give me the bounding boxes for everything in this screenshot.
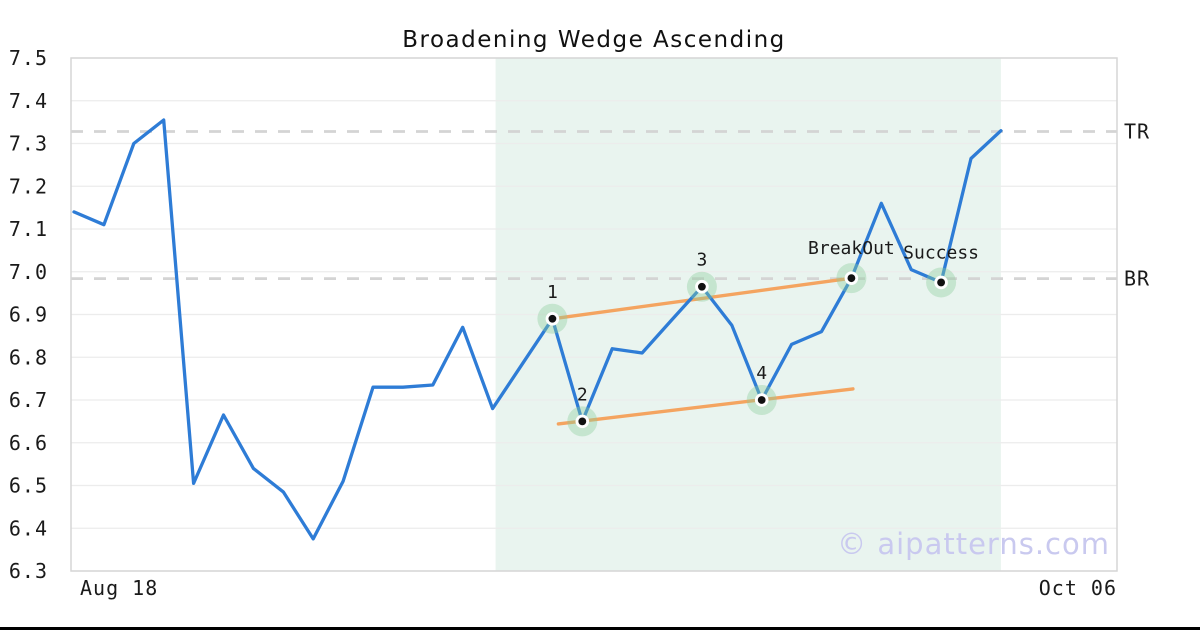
y-tick-label: 7.4 [9,89,48,113]
y-tick-label: 7.2 [9,174,48,198]
y-tick-label: 6.7 [9,388,48,412]
y-tick-label: 7.5 [9,46,48,70]
y-tick-label: 7.0 [9,260,48,284]
br-label: BR [1124,267,1150,291]
marker-label-4: 4 [756,363,767,384]
marker-dot [937,278,945,287]
marker-label-success: Success [903,242,979,263]
tr-label: TR [1124,120,1150,144]
price-line [72,118,1003,541]
y-tick-label: 6.9 [9,303,48,327]
lower-wedge-line [556,387,855,426]
y-tick-label: 6.3 [9,559,48,583]
marker-label-1: 1 [547,282,558,303]
marker-label-breakout: BreakOut [808,238,895,259]
upper-wedge-line [550,276,854,321]
y-tick-label: 7.1 [9,217,48,241]
marker-dot [578,417,587,426]
x-tick-label-start: Aug 18 [80,576,158,600]
marker-dot [548,314,557,323]
marker-dot [757,396,766,404]
bottom-bar [0,627,1200,630]
y-tick-label: 6.6 [9,431,48,455]
y-tick-label: 6.5 [9,474,48,498]
marker-label-2: 2 [577,384,588,405]
plot-frame [70,57,1118,572]
y-tick-label: 6.8 [9,345,48,369]
watermark: © aipatterns.com [837,527,1110,561]
marker-dot [698,282,706,291]
chart-title: Broadening Wedge Ascending [402,27,786,53]
x-tick-label-end: Oct 06 [1039,576,1117,600]
marker-label-3: 3 [696,250,707,271]
y-tick-label: 6.4 [9,516,48,540]
y-tick-label: 7.3 [9,132,48,156]
marker-dot [847,274,856,283]
